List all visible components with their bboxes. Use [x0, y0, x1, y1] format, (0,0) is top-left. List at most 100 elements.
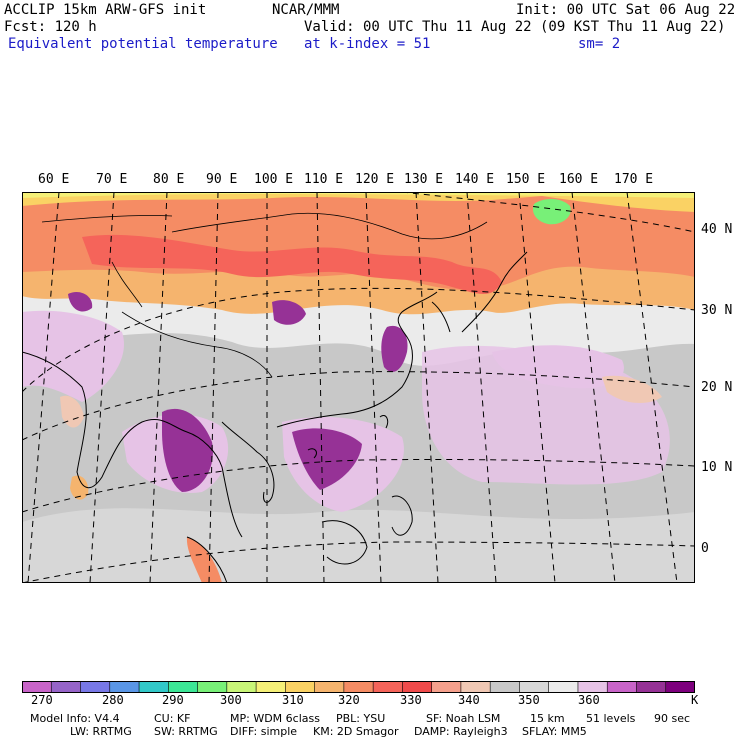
- model-info-item: 90 sec: [654, 712, 691, 725]
- model-info-item: LW: RRTMG: [70, 725, 132, 738]
- colorbar-unit: K: [691, 693, 699, 707]
- colorbar-swatch: [665, 681, 695, 693]
- level-label: at k-index = 51: [304, 36, 431, 52]
- map-panel: [22, 192, 695, 583]
- coastline-korea: [431, 301, 451, 333]
- colorbar-swatch: [139, 681, 169, 693]
- color-bar: [22, 681, 695, 693]
- model-info-item: DAMP: Rayleigh3: [414, 725, 508, 738]
- colorbar-swatch: [577, 681, 608, 693]
- colorbar-swatch: [431, 681, 462, 693]
- colorbar-swatch: [22, 681, 52, 693]
- theta-e-max-purple-china: [381, 325, 408, 372]
- field-name: Equivalent potential temperature: [8, 36, 278, 52]
- border-china-mongolia: [171, 212, 488, 240]
- colorbar-swatch: [285, 681, 316, 693]
- colorbar-label: 300: [220, 693, 242, 707]
- coastline-japan: [461, 251, 528, 333]
- lon-label: 110 E: [304, 172, 344, 187]
- border-tibet: [121, 311, 273, 378]
- colorbar-swatch: [51, 681, 82, 693]
- colorbar-label: 270: [31, 693, 53, 707]
- model-info-item: SW: RRTMG: [154, 725, 218, 738]
- parallel-line: [401, 192, 695, 233]
- colorbar-label: 330: [400, 693, 422, 707]
- colorbar-label: 360: [578, 693, 600, 707]
- colorbar-swatch: [168, 681, 199, 693]
- theta-e-band-red: [82, 234, 502, 294]
- colorbar-swatch: [197, 681, 228, 693]
- model-info-item: 51 levels: [586, 712, 636, 725]
- parallel-line: [22, 371, 695, 441]
- theta-e-max-lightpurple-west: [22, 310, 124, 402]
- colorbar-label: 350: [518, 693, 540, 707]
- theta-e-patch-india: [60, 395, 84, 428]
- lon-label: 130 E: [404, 172, 444, 187]
- theta-e-max-purple-bay: [162, 408, 213, 492]
- country-borders: [41, 212, 488, 378]
- theta-e-band-yellow: [22, 192, 695, 212]
- theta-e-patch-sumatra: [186, 537, 222, 583]
- lon-label: 80 E: [153, 172, 185, 187]
- lon-label: 160 E: [559, 172, 599, 187]
- lat-label: 20 N: [701, 380, 733, 395]
- coastline-borneo: [321, 520, 368, 565]
- coastline-philippines: [391, 495, 413, 536]
- colorbar-swatch: [548, 681, 579, 693]
- coastline-taiwan: [379, 414, 389, 429]
- colorbar-swatch: [636, 681, 667, 693]
- colorbar-swatch: [256, 681, 286, 693]
- theta-e-max-purple-arabia: [68, 291, 93, 312]
- parallel-line: [22, 458, 695, 513]
- theta-e-max-purple-tibet: [272, 300, 306, 325]
- init-time: Init: 00 UTC Sat 06 Aug 22: [516, 2, 736, 18]
- colorbar-label: 280: [102, 693, 124, 707]
- model-info-item: KM: 2D Smagor: [313, 725, 399, 738]
- model-info-item: MP: WDM 6class: [230, 712, 320, 725]
- model-info-item: CU: KF: [154, 712, 191, 725]
- theta-e-max-lightpurple-east: [492, 345, 624, 389]
- lon-label: 100 E: [254, 172, 294, 187]
- theta-e-patch-srilanka: [70, 475, 89, 500]
- coastline-south-asia: [22, 351, 243, 538]
- lon-label: 60 E: [38, 172, 70, 187]
- lon-label: 140 E: [455, 172, 495, 187]
- colorbar-swatch: [343, 681, 374, 693]
- colorbar-frame: [22, 681, 695, 693]
- theta-e-band-lightyellow: [22, 192, 695, 198]
- coastline-china: [276, 291, 438, 428]
- colorbar-swatch: [314, 681, 345, 693]
- theta-e-lightgrey-band: [22, 508, 695, 583]
- plot-title: ACCLIP 15km ARW-GFS init: [4, 2, 207, 18]
- colorbar-swatch: [460, 681, 491, 693]
- theta-e-band-green: [532, 199, 571, 225]
- map-frame: [22, 192, 695, 583]
- graticule: [22, 192, 695, 583]
- colorbar-label: 290: [162, 693, 184, 707]
- coastline-indochina: [221, 421, 275, 503]
- border-russia: [41, 215, 173, 223]
- model-info-item: Model Info: V4.4: [30, 712, 120, 725]
- parallel-line: [22, 287, 695, 393]
- lat-label: 0: [701, 541, 709, 556]
- org-label: NCAR/MMM: [272, 2, 340, 18]
- lon-label: 170 E: [614, 172, 654, 187]
- lon-label: 120 E: [355, 172, 395, 187]
- colorbar-swatch: [490, 681, 520, 693]
- model-info-item: 15 km: [530, 712, 565, 725]
- model-info-item: SF: Noah LSM: [426, 712, 501, 725]
- colorbar-label: 310: [282, 693, 304, 707]
- theta-e-patch-east: [602, 375, 662, 404]
- theta-e-max-purple-scs: [292, 428, 362, 490]
- colorbar-swatch: [80, 681, 111, 693]
- colorbar-swatch: [226, 681, 257, 693]
- lon-label: 150 E: [506, 172, 546, 187]
- parallel-line: [22, 541, 695, 583]
- coastline-hainan: [307, 448, 317, 459]
- lat-label: 40 N: [701, 222, 733, 237]
- model-info-item: DIFF: simple: [230, 725, 298, 738]
- border-northwest: [111, 261, 143, 308]
- colorbar-swatch: [373, 681, 403, 693]
- model-info-item: SFLAY: MM5: [522, 725, 587, 738]
- colorbar-swatch: [607, 681, 637, 693]
